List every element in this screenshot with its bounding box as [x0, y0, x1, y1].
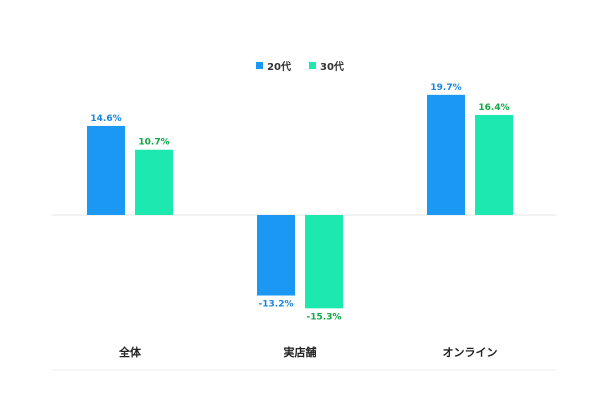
- data-label-online-30s: 16.4%: [478, 103, 509, 113]
- bar-online-20s[interactable]: [427, 94, 465, 215]
- legend-item-30s[interactable]: 30代: [309, 58, 344, 73]
- data-label-overall-30s: 10.7%: [138, 138, 169, 148]
- legend-label-30s: 30代: [320, 62, 344, 73]
- bar-overall-20s[interactable]: [87, 125, 125, 215]
- data-label-online-20s: 19.7%: [430, 83, 461, 93]
- data-label-store-30s: -15.3%: [307, 312, 342, 322]
- legend-item-20s[interactable]: 20代: [256, 58, 291, 73]
- data-label-overall-20s: 14.6%: [90, 114, 121, 124]
- legend-label-20s: 20代: [267, 62, 291, 73]
- legend-swatch-20s: [256, 62, 264, 69]
- bar-online-30s[interactable]: [475, 114, 513, 215]
- data-label-store-20s: -13.2%: [259, 300, 294, 310]
- bar-store-30s[interactable]: [305, 215, 343, 309]
- bar-overall-30s[interactable]: [135, 149, 173, 215]
- category-label-overall: 全体: [118, 345, 142, 359]
- category-label-online: オンライン: [443, 346, 498, 359]
- bar-store-20s[interactable]: [257, 215, 295, 296]
- category-label-store: 実店舗: [284, 345, 317, 359]
- bars-layer: [87, 94, 513, 309]
- data-labels-layer: 14.6% 10.7% -13.2% -15.3% 19.7% 16.4%: [90, 83, 509, 322]
- legend-swatch-30s: [309, 62, 316, 69]
- category-labels-layer: 全体 実店舗 オンライン: [118, 345, 498, 359]
- legend: 20代 30代: [0, 58, 600, 73]
